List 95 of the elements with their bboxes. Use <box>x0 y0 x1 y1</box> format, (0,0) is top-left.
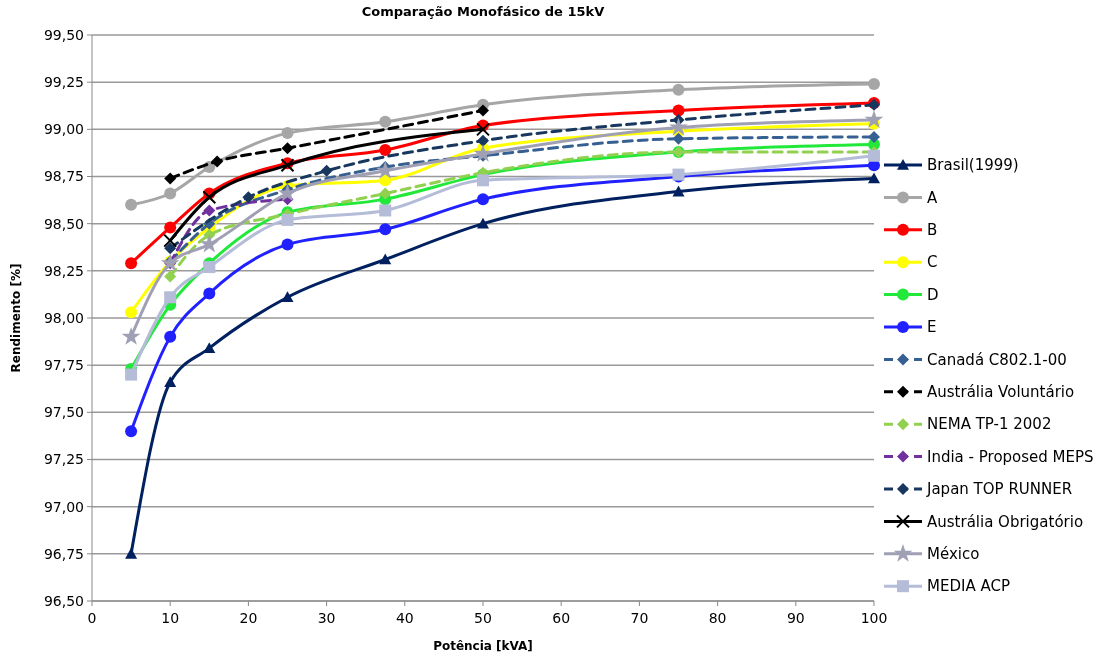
x-tick-label: 100 <box>860 610 888 626</box>
x-tick-label: 70 <box>630 610 649 626</box>
point <box>477 174 489 187</box>
point <box>164 330 177 343</box>
point <box>379 204 392 217</box>
point <box>669 117 688 136</box>
legend-label: NEMA TP-1 2002 <box>927 415 1052 434</box>
point <box>281 238 294 251</box>
point <box>125 198 138 211</box>
x-tick-label: 90 <box>786 610 805 626</box>
point <box>379 144 392 157</box>
legend-label: C <box>927 253 938 272</box>
chart-title: Comparação Monofásico de 15kV <box>361 4 605 19</box>
y-tick-label: 97,25 <box>43 451 84 468</box>
point <box>199 234 219 253</box>
point <box>868 78 880 91</box>
legend-label: MEDIA ACP <box>927 577 1010 596</box>
point <box>476 122 490 137</box>
point <box>473 143 493 162</box>
point <box>164 242 177 255</box>
point <box>125 547 138 559</box>
point <box>125 368 138 381</box>
point <box>868 172 880 184</box>
point <box>320 164 333 177</box>
x-tick-label: 40 <box>395 610 414 626</box>
point <box>125 306 138 319</box>
y-tick-label: 96,50 <box>43 592 84 609</box>
point <box>164 172 177 185</box>
x-tick-label: 10 <box>161 610 180 626</box>
point <box>379 223 392 236</box>
point <box>379 253 392 265</box>
legend-label: A <box>927 188 938 207</box>
y-axis-title: Rendimento [%] <box>9 263 23 373</box>
legend-label: India - Proposed MEPS <box>927 447 1094 466</box>
point <box>672 104 685 117</box>
x-tick-label: 30 <box>317 610 336 626</box>
point <box>868 149 880 162</box>
legend-label: D <box>927 285 939 304</box>
point <box>164 376 177 387</box>
y-tick-label: 97,75 <box>43 357 84 374</box>
y-tick-label: 98,75 <box>43 168 84 185</box>
point <box>281 291 294 303</box>
point <box>125 257 138 270</box>
y-tick-label: 98,00 <box>43 309 84 326</box>
point <box>163 233 178 248</box>
point <box>125 425 138 438</box>
point <box>672 83 685 96</box>
point <box>160 253 180 272</box>
legend-label: Japan TOP RUNNER <box>926 480 1073 499</box>
y-tick-label: 96,75 <box>43 545 84 562</box>
point <box>203 287 216 300</box>
point <box>868 130 880 143</box>
x-tick-label: 20 <box>239 610 258 626</box>
point <box>203 261 216 274</box>
legend-label: B <box>927 221 938 240</box>
point <box>379 187 392 200</box>
x-tick-label: 50 <box>474 610 492 626</box>
legend-label: E <box>927 318 937 337</box>
point <box>211 155 224 168</box>
x-axis-title: Potência [kVA] <box>433 639 533 653</box>
y-tick-label: 97,50 <box>43 404 84 421</box>
point <box>477 134 489 147</box>
legend-label: Austrália Obrigatório <box>927 512 1084 531</box>
point <box>672 132 685 145</box>
point <box>281 142 294 155</box>
point <box>164 291 177 304</box>
x-tick-label: 0 <box>87 610 97 626</box>
y-tick-label: 98,25 <box>43 262 84 279</box>
point <box>164 221 177 234</box>
point <box>281 213 294 226</box>
point <box>375 160 395 179</box>
legend-label: Brasil(1999) <box>927 156 1019 175</box>
legend-label: Austrália Voluntário <box>927 383 1075 402</box>
y-tick-label: 99,50 <box>43 26 84 43</box>
point <box>379 115 392 128</box>
point <box>278 183 297 202</box>
y-tick-label: 98,50 <box>43 215 84 232</box>
legend-label: México <box>927 545 980 564</box>
point <box>164 187 177 200</box>
y-tick-label: 99,00 <box>43 121 84 138</box>
point <box>242 191 255 204</box>
point <box>281 127 294 140</box>
point <box>477 104 489 117</box>
x-tick-label: 60 <box>552 610 571 626</box>
y-tick-label: 99,25 <box>43 74 84 91</box>
point <box>477 193 489 206</box>
point <box>672 185 685 197</box>
point <box>202 190 217 205</box>
point <box>121 326 141 345</box>
point <box>164 270 177 283</box>
legend-label: Canadá C802.1-00 <box>927 350 1067 369</box>
point <box>203 204 216 217</box>
x-tick-label: 80 <box>708 610 727 626</box>
point <box>864 110 884 128</box>
y-tick-label: 97,00 <box>43 498 84 515</box>
